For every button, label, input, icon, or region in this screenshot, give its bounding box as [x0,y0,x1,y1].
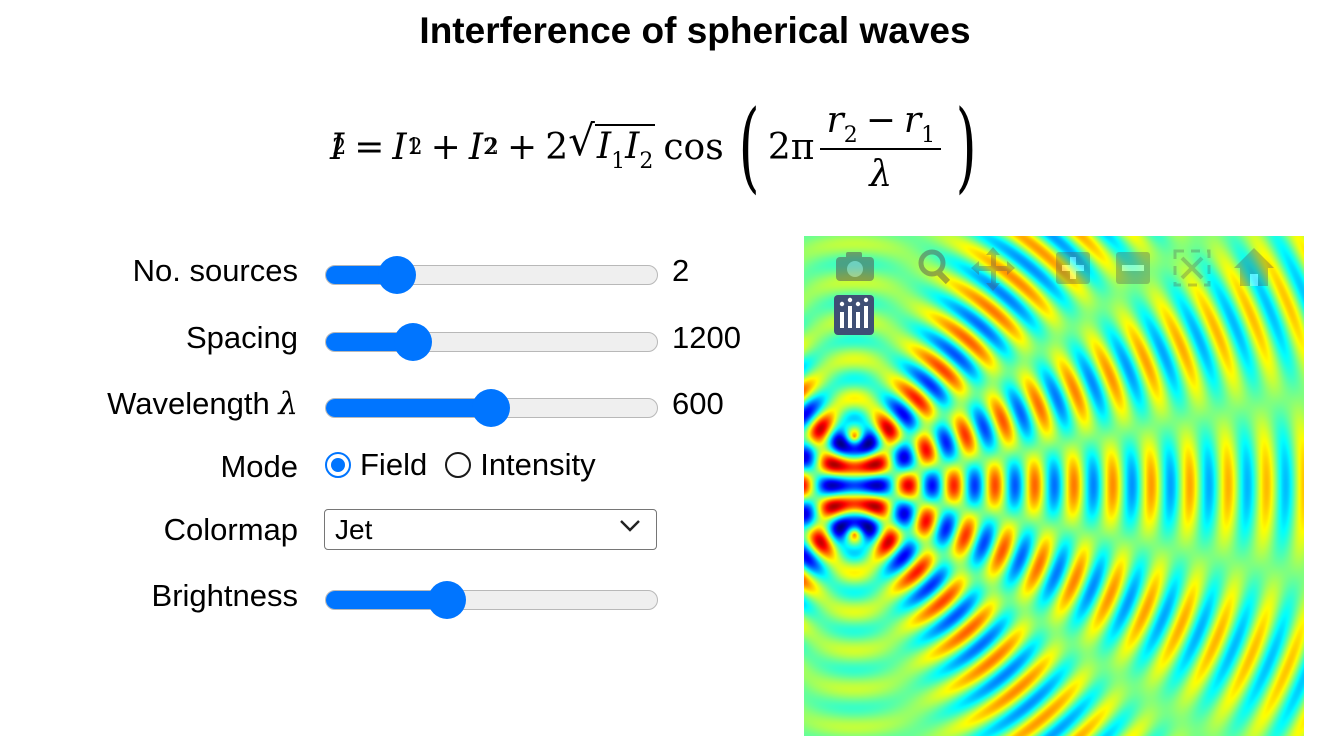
brightness-label: Brightness [151,578,298,613]
spacing-row: Spacing 1200 [0,312,800,368]
sources-slider[interactable] [325,256,658,294]
brightness-row: Brightness [0,570,800,626]
sources-row: No. sources 2 [0,245,800,301]
plotly-logo-icon[interactable] [834,295,874,335]
wavelength-slider-thumb[interactable] [471,389,510,427]
wavelength-value: 600 [672,386,724,421]
zoom-in-icon[interactable] [1056,252,1090,284]
zoom-out-icon[interactable] [1116,252,1150,284]
spacing-slider[interactable] [325,323,658,361]
wavelength-slider[interactable] [325,389,658,427]
mode-intensity-radio[interactable] [445,452,472,478]
home-icon[interactable] [1234,248,1274,286]
colormap-select[interactable]: Jet [324,509,657,550]
autoscale-icon[interactable] [1173,249,1211,287]
mode-radio-group: Field Intensity [325,447,614,483]
page-title: Interference of spherical waves [419,10,971,51]
brightness-slider-thumb[interactable] [427,581,466,619]
chevron-down-icon [620,520,640,532]
fraction: r2− r1 λ [820,100,942,195]
colormap-row: Colormap Jet [0,509,800,566]
pan-icon[interactable] [971,247,1015,291]
colormap-label: Colormap [163,512,298,547]
spacing-value: 1200 [672,320,741,355]
mode-row: Mode Field Intensity [0,443,800,499]
sources-slider-thumb[interactable] [377,256,416,294]
wave-field-heatmap[interactable] [804,236,1304,736]
camera-icon[interactable] [836,252,874,281]
spacing-label: Spacing [185,320,298,355]
plot-modebar [834,247,1274,335]
interference-plot[interactable] [804,236,1304,736]
mode-label: Mode [220,449,298,484]
wavelength-label: Wavelength λ [107,386,298,422]
mode-field-label[interactable]: Field [360,447,428,482]
wavelength-row: Wavelength λ 600 [0,378,800,434]
zoom-icon[interactable] [918,249,951,285]
colormap-selected-value: Jet [335,514,373,545]
brightness-slider[interactable] [325,581,658,619]
square-root: √ I1I2 [568,116,656,174]
sources-value: 2 [672,253,690,288]
mode-intensity-label[interactable]: Intensity [480,447,596,482]
mode-field-radio[interactable] [325,452,351,478]
spacing-slider-thumb[interactable] [393,323,432,361]
sources-label: No. sources [132,253,298,288]
